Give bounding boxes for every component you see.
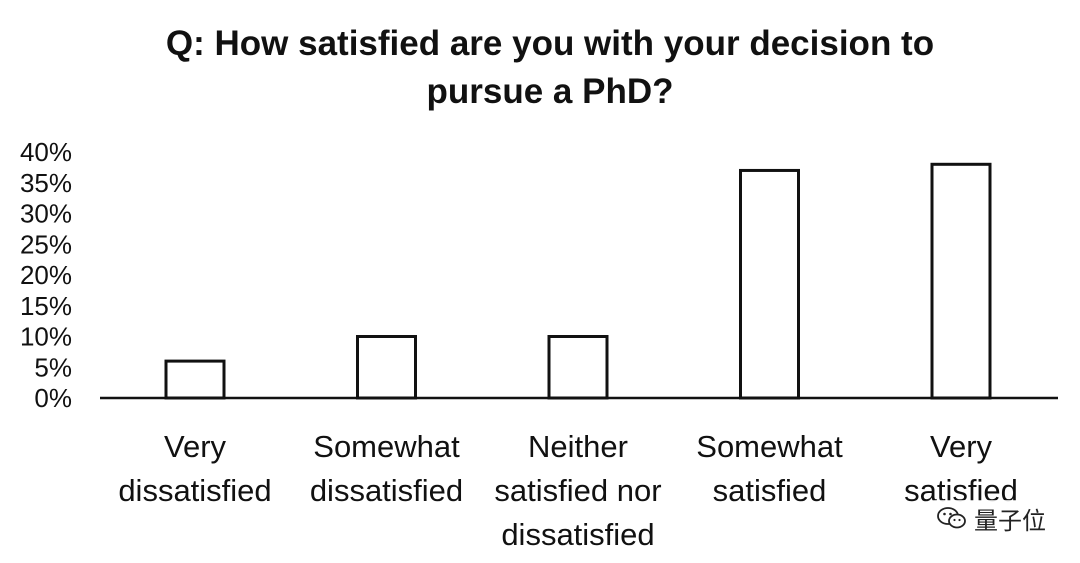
bar	[356, 335, 417, 400]
y-tick-label: 15%	[20, 291, 72, 321]
watermark-text: 量子位	[974, 506, 1046, 535]
y-tick-label: 20%	[20, 260, 72, 290]
chart-title: Q: How satisfied are you with your decis…	[165, 24, 935, 111]
watermark: 量子位	[930, 500, 1052, 536]
x-category-label: Neither satisfied nor dissatisfied	[494, 429, 661, 552]
x-category-label: Somewhat dissatisfied	[310, 429, 463, 508]
bar	[547, 335, 609, 400]
y-tick-label: 30%	[20, 199, 72, 229]
x-category-label: Somewhat satisfied	[696, 429, 843, 508]
y-axis-tick-labels: 0%5%10%15%20%25%30%35%40%	[20, 137, 72, 413]
x-category-label: Very satisfied	[904, 429, 1018, 508]
x-axis-category-labels: Very dissatisfied Somewhat dissatisfied Neit…	[118, 429, 1018, 552]
y-tick-label: 25%	[20, 229, 72, 259]
y-tick-label: 10%	[20, 322, 72, 352]
x-category-label: Very dissatisfied	[118, 429, 271, 508]
bar	[739, 168, 800, 400]
bar	[164, 359, 226, 400]
y-tick-label: 40%	[20, 137, 72, 167]
y-tick-label: 5%	[34, 352, 72, 382]
bars	[164, 162, 992, 400]
y-tick-label: 0%	[34, 383, 72, 413]
wechat-icon	[937, 507, 966, 529]
bar	[930, 162, 992, 400]
y-tick-label: 35%	[20, 168, 72, 198]
